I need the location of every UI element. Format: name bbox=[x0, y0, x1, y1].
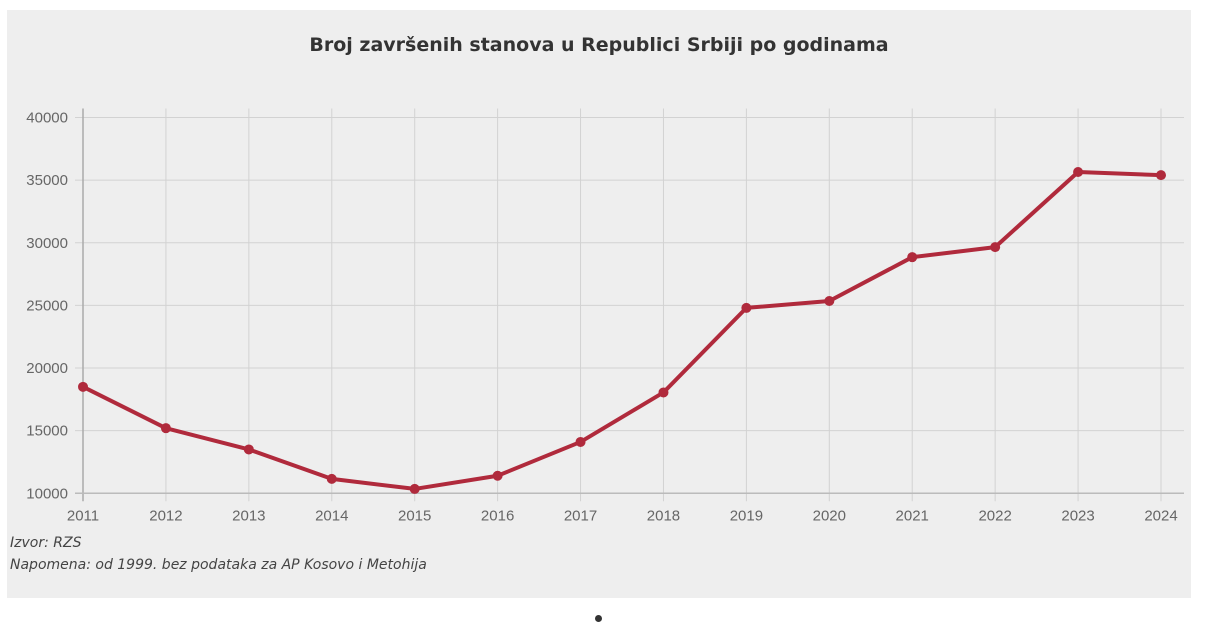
data-point bbox=[243, 444, 254, 455]
y-tick-label: 10000 bbox=[26, 485, 68, 502]
x-tick-label: 2011 bbox=[67, 507, 99, 524]
data-point bbox=[160, 423, 171, 434]
source-note: Izvor: RZS bbox=[10, 535, 82, 551]
data-point bbox=[658, 387, 669, 398]
data-point bbox=[78, 381, 88, 392]
y-tick-label: 20000 bbox=[26, 360, 68, 377]
data-point bbox=[492, 470, 503, 481]
x-tick-label: 2023 bbox=[1061, 507, 1094, 524]
x-tick-label: 2013 bbox=[232, 507, 265, 524]
x-tick-label: 2012 bbox=[149, 507, 182, 524]
x-tick-label: 2019 bbox=[730, 507, 763, 524]
line-chart: 10000 15000 20000 25000 30000 35000 40000 2011 2… bbox=[26, 108, 1184, 524]
carousel-dot[interactable] bbox=[595, 615, 602, 622]
data-point bbox=[824, 296, 835, 307]
y-tick-label: 35000 bbox=[26, 172, 68, 189]
data-point bbox=[907, 252, 918, 263]
data-point bbox=[741, 302, 752, 313]
x-tick-label: 2018 bbox=[647, 507, 680, 524]
x-tick-label: 2024 bbox=[1144, 507, 1177, 524]
data-point bbox=[990, 242, 1001, 253]
data-point bbox=[1073, 166, 1084, 177]
data-point bbox=[326, 473, 337, 484]
x-tick-label: 2021 bbox=[896, 507, 929, 524]
y-tick-label: 25000 bbox=[26, 297, 68, 314]
x-tick-label: 2016 bbox=[481, 507, 514, 524]
data-point bbox=[575, 436, 586, 447]
x-tick-label: 2017 bbox=[564, 507, 597, 524]
x-tick-label: 2020 bbox=[813, 507, 846, 524]
chart-panel: Broj završenih stanova u Republici Srbij… bbox=[7, 10, 1191, 598]
x-tick-label: 2014 bbox=[315, 507, 348, 524]
chart-title: Broj završenih stanova u Republici Srbij… bbox=[309, 34, 889, 56]
y-tick-label: 30000 bbox=[26, 235, 68, 252]
x-tick-label: 2015 bbox=[398, 507, 431, 524]
y-tick-label: 15000 bbox=[26, 423, 68, 440]
data-point bbox=[409, 483, 420, 494]
series-line bbox=[82, 169, 1162, 491]
y-tick-label: 40000 bbox=[26, 110, 68, 127]
remark-note: Napomena: od 1999. bez podataka za AP Ko… bbox=[10, 557, 427, 573]
data-point bbox=[1156, 170, 1166, 181]
x-tick-label: 2022 bbox=[978, 507, 1011, 524]
